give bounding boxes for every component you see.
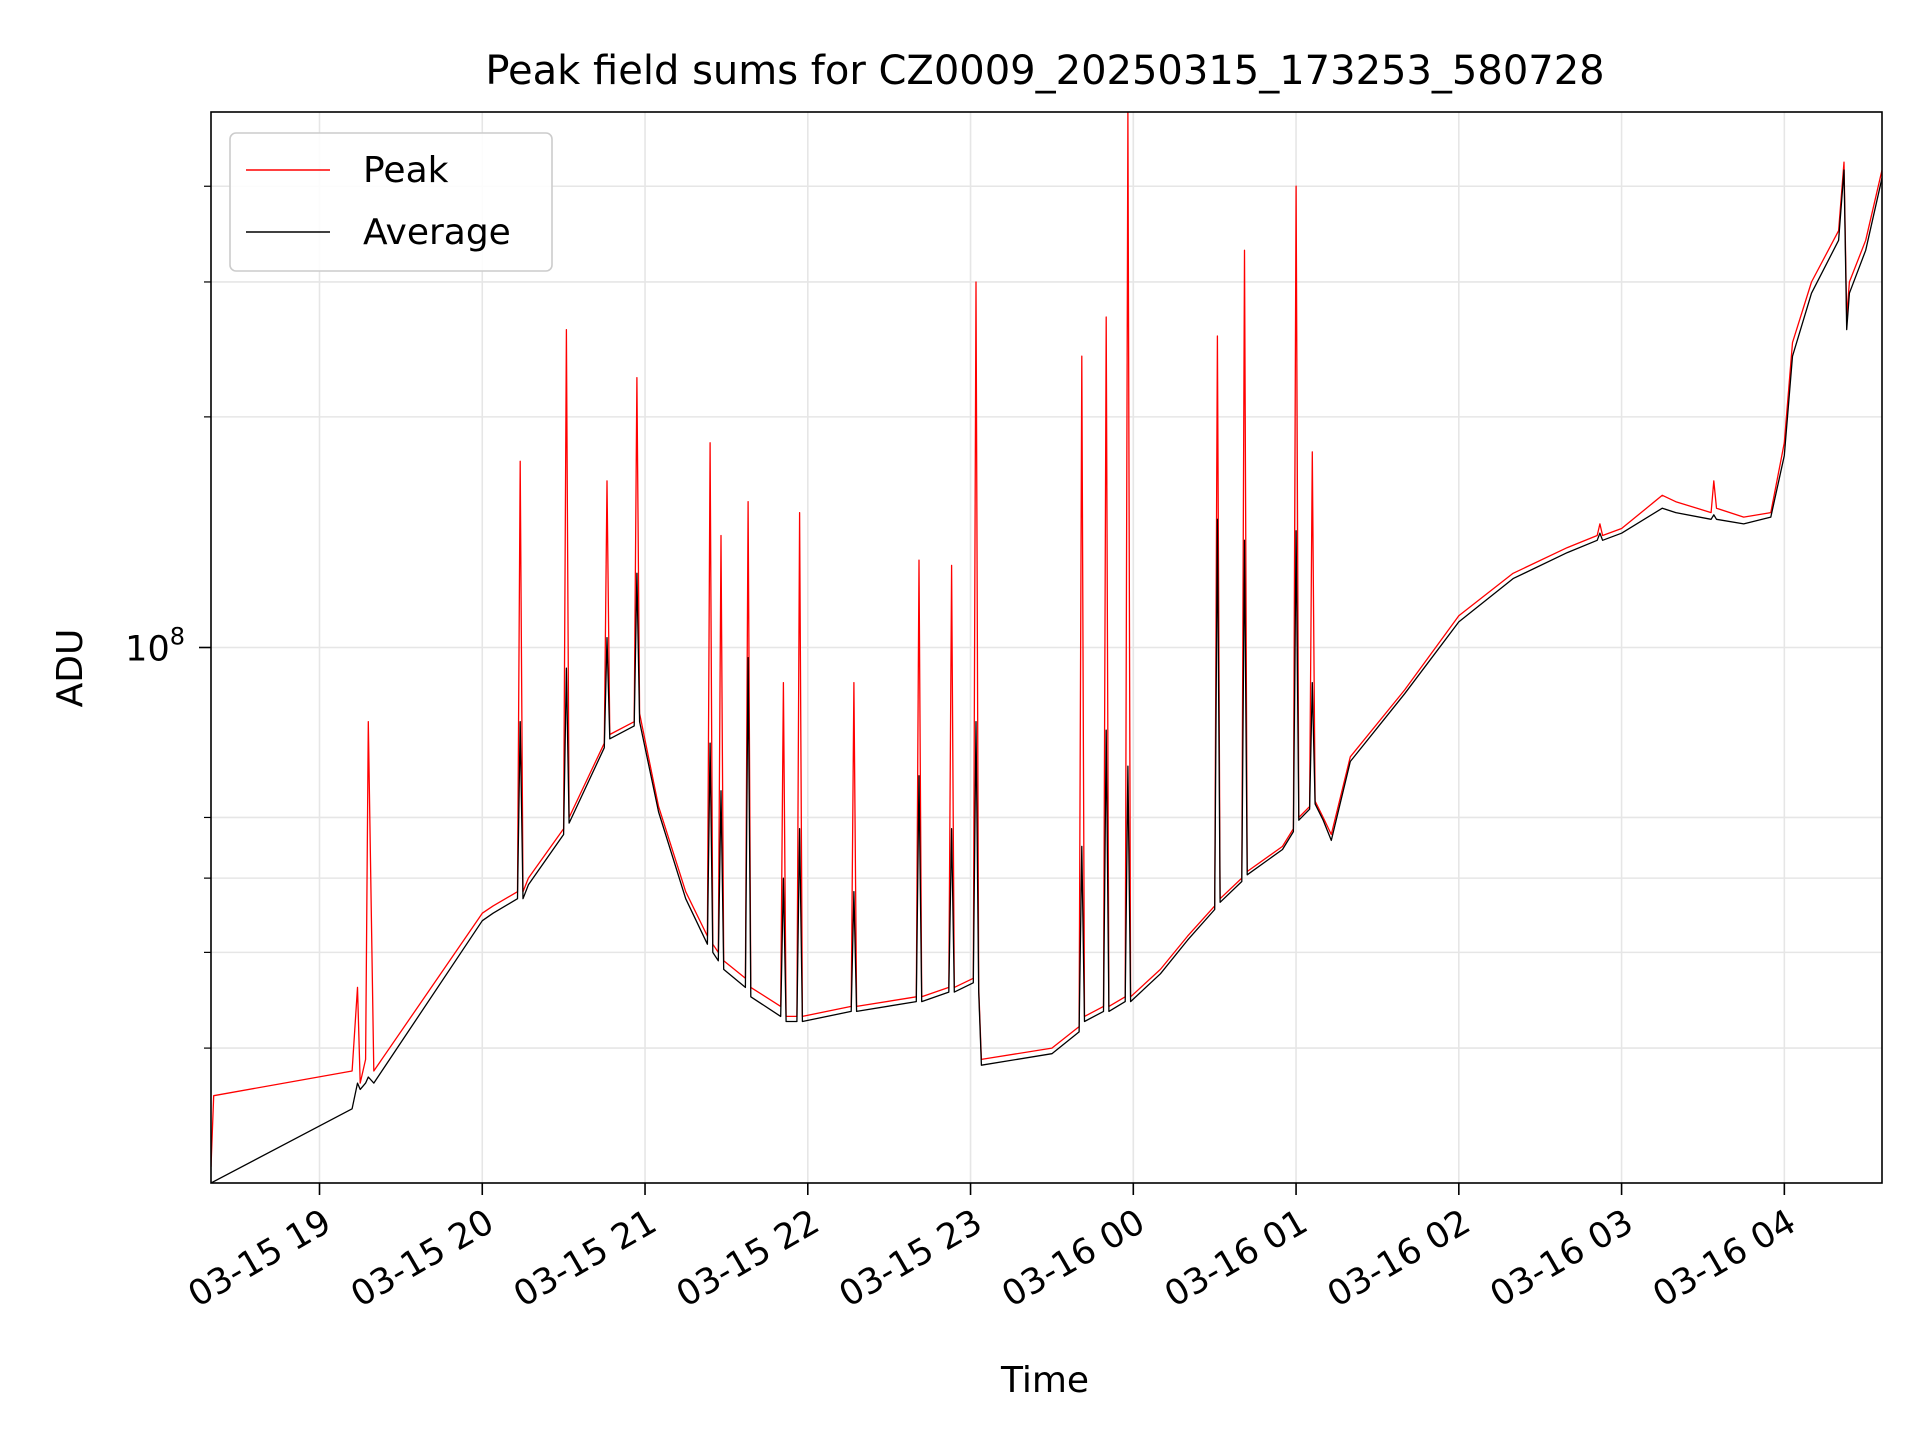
x-tick-label: 03-15 21 — [507, 1202, 663, 1315]
plot-series — [211, 112, 1882, 1183]
y-axis-label: ADU — [50, 629, 91, 708]
legend: Peak Average — [229, 132, 553, 272]
legend-label-peak: Peak — [363, 150, 449, 191]
x-tick-label: 03-15 22 — [670, 1202, 826, 1315]
x-tick-label: 03-15 20 — [344, 1202, 500, 1315]
x-axis-label: Time — [1000, 1360, 1089, 1401]
x-tick-label: 03-16 04 — [1647, 1202, 1803, 1315]
y-tick-label-base: 10 — [125, 630, 170, 670]
y-axis-ticks: 108 — [125, 185, 211, 1049]
x-tick-label: 03-16 02 — [1321, 1202, 1477, 1315]
x-tick-label: 03-15 19 — [182, 1202, 338, 1315]
x-axis-ticks: 03-15 19 03-15 20 03-15 21 03-15 22 03-15 23… — [182, 1183, 1803, 1315]
grid — [211, 112, 1882, 1183]
series-line-average — [211, 169, 1882, 1183]
x-tick-label: 03-16 00 — [996, 1202, 1152, 1315]
x-tick-label: 03-16 03 — [1484, 1202, 1640, 1315]
legend-box — [229, 132, 553, 272]
x-tick-label: 03-16 01 — [1158, 1202, 1314, 1315]
x-tick-label: 03-15 23 — [833, 1202, 989, 1315]
legend-label-average: Average — [363, 212, 511, 253]
chart-title: Peak field sums for CZ0009_20250315_1732… — [485, 48, 1604, 94]
y-tick-label-exponent: 8 — [170, 623, 185, 651]
y-tick-label: 108 — [125, 623, 185, 670]
